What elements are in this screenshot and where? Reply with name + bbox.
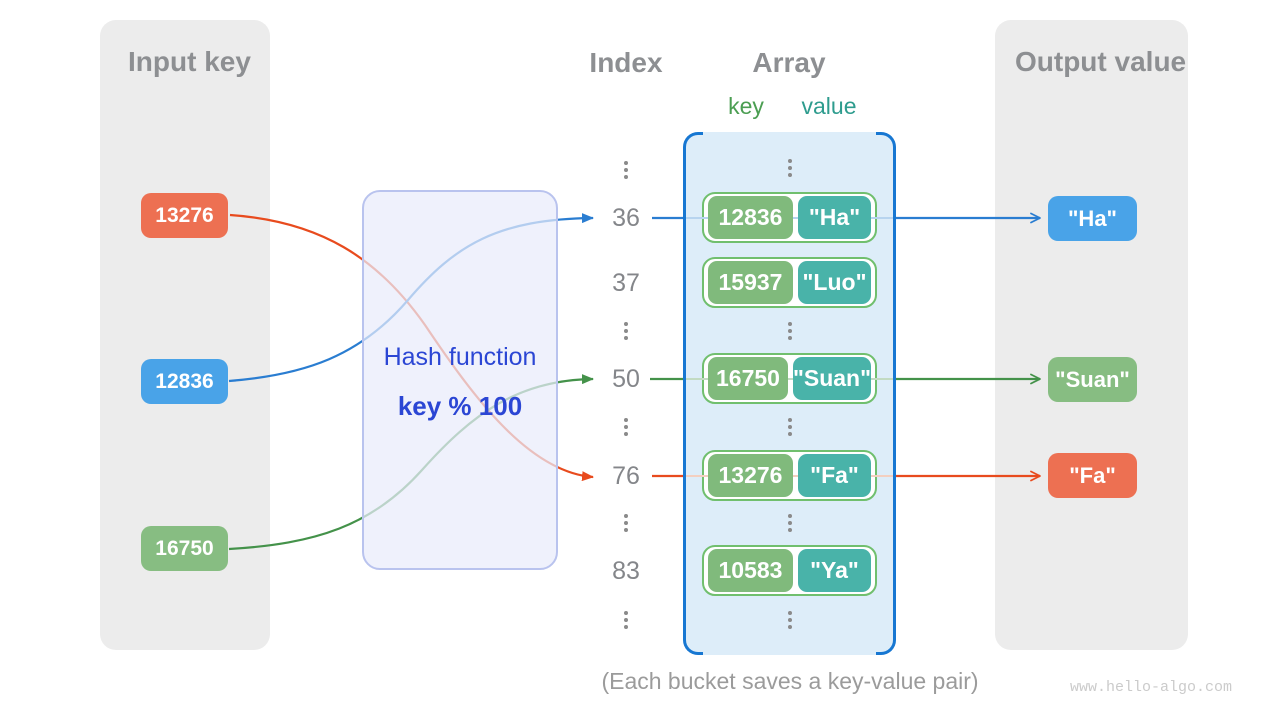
hash-function-label: Hash function [383, 343, 537, 371]
bucket-row: 10583 "Ya" [702, 545, 877, 596]
array-border-left [683, 147, 686, 640]
bucket-key: 12836 [708, 196, 793, 239]
array-corner [876, 635, 896, 655]
output-value-badge: "Ha" [1048, 196, 1137, 241]
index-value: 37 [612, 269, 640, 297]
output-value-badge: "Fa" [1048, 453, 1137, 498]
watermark: www.hello-algo.com [1069, 679, 1232, 696]
bucket-key: 10583 [708, 549, 793, 592]
input-key-title: Input key [128, 46, 251, 77]
ellipsis-icon [596, 161, 656, 179]
array-column-title: Array [752, 47, 826, 78]
diagram-caption: (Each bucket saves a key-value pair) [601, 668, 979, 694]
array-corner [683, 132, 703, 152]
index-value: 76 [612, 462, 640, 490]
ellipsis-icon [596, 514, 656, 532]
value-header: value [801, 93, 857, 119]
output-value-panel: Output value "Ha" "Suan" "Fa" [995, 20, 1188, 650]
ellipsis-icon [683, 514, 896, 532]
ellipsis-icon [683, 418, 896, 436]
ellipsis-icon [596, 611, 656, 629]
bucket-value: "Ya" [798, 549, 871, 592]
bucket-row: 15937 "Luo" [702, 257, 877, 308]
bucket-value: "Ha" [798, 196, 871, 239]
ellipsis-icon [683, 322, 896, 340]
array-border-right [893, 147, 896, 640]
hash-formula: key % 100 [397, 391, 523, 421]
hash-function-box: Hash function key % 100 [362, 190, 558, 570]
input-key-badge: 12836 [141, 359, 228, 404]
output-value-title: Output value [1015, 46, 1187, 77]
bucket-row: 12836 "Ha" [702, 192, 877, 243]
input-key-badge: 13276 [141, 193, 228, 238]
index-value: 36 [612, 204, 640, 232]
ellipsis-icon [596, 418, 656, 436]
index-column-title: Index [589, 47, 663, 78]
key-header: key [728, 93, 764, 119]
ellipsis-icon [683, 159, 896, 177]
index-value: 83 [612, 557, 640, 585]
index-value: 50 [612, 365, 640, 393]
array-corner [876, 132, 896, 152]
ellipsis-icon [596, 322, 656, 340]
bucket-value: "Fa" [798, 454, 871, 497]
output-value-badge: "Suan" [1048, 357, 1137, 402]
array-corner [683, 635, 703, 655]
input-key-panel: Input key 13276 12836 16750 [100, 20, 270, 650]
bucket-value: "Luo" [798, 261, 871, 304]
bucket-key: 13276 [708, 454, 793, 497]
bucket-key: 16750 [708, 357, 788, 400]
input-key-badge: 16750 [141, 526, 228, 571]
bucket-row: 13276 "Fa" [702, 450, 877, 501]
ellipsis-icon [683, 611, 896, 629]
bucket-value: "Suan" [792, 357, 871, 400]
array-bucket-box: 12836 "Ha" 15937 "Luo" 16750 "Suan" 1327… [683, 132, 896, 655]
bucket-key: 15937 [708, 261, 793, 304]
